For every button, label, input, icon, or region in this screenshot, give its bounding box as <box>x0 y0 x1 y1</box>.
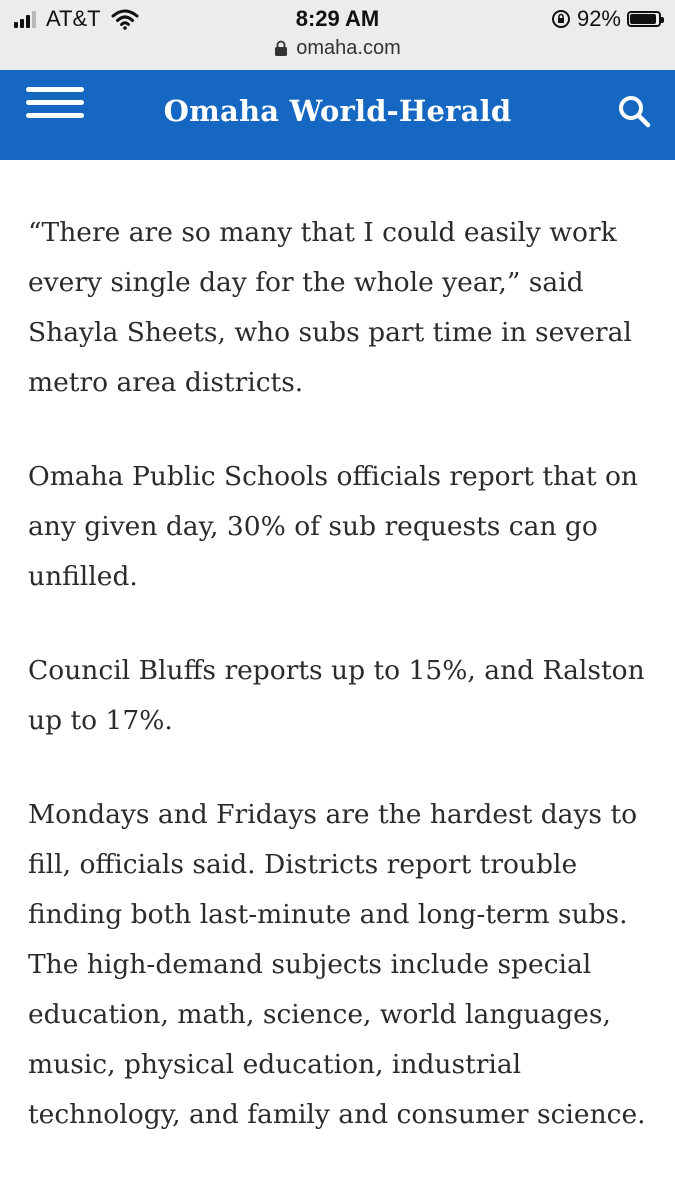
battery-percent: 92% <box>576 6 621 31</box>
carrier-label: AT&T <box>46 6 101 31</box>
battery-icon <box>627 11 664 27</box>
article-paragraph: “There are so many that I could easily w… <box>28 217 632 398</box>
wifi-icon <box>111 9 139 30</box>
article-body: “There are so many that I could easily w… <box>28 208 653 1184</box>
carrier-group: AT&T <box>14 6 139 32</box>
status-bar: AT&T 8:29 AM 92% omaha.com <box>0 0 675 70</box>
battery-level <box>630 14 656 24</box>
article-paragraph: Mondays and Fridays are the hardest days… <box>28 799 646 1130</box>
battery-group: 92% <box>551 6 664 32</box>
article-paragraph: Omaha Public Schools officials report th… <box>28 461 638 592</box>
search-icon[interactable] <box>617 94 651 128</box>
url-text[interactable]: omaha.com <box>296 37 401 59</box>
article-paragraph: Council Bluffs reports up to 15%, and Ra… <box>28 655 645 736</box>
hamburger-menu-icon[interactable] <box>26 87 86 131</box>
site-logo[interactable]: Omaha World-Herald <box>163 94 512 128</box>
site-header: Omaha World-Herald <box>0 70 675 160</box>
signal-icon <box>14 10 38 28</box>
address-bar[interactable]: omaha.com <box>0 37 675 60</box>
orientation-lock-icon <box>551 10 570 28</box>
padlock-icon <box>275 40 288 56</box>
